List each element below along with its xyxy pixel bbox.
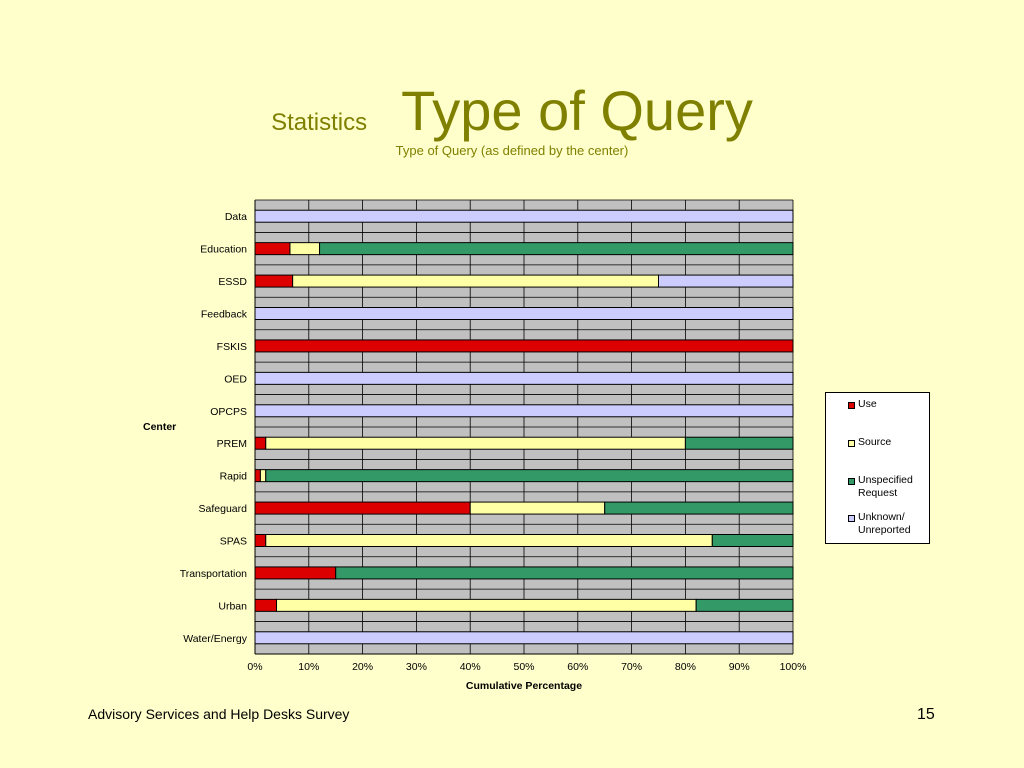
category-label: OED (224, 373, 247, 385)
x-tick-label: 30% (406, 661, 427, 673)
bar-segment (259, 469, 267, 483)
x-axis-title: Cumulative Percentage (466, 680, 582, 692)
bar-segment (711, 534, 794, 547)
legend-item: Unknown/ Unreported (848, 511, 928, 537)
category-label: ESSD (218, 276, 247, 288)
x-tick-label: 0% (247, 661, 262, 673)
bar-segment (254, 598, 278, 612)
bar-segment (254, 371, 794, 385)
bar-segment (292, 274, 659, 288)
bar-segment (254, 209, 794, 223)
x-tick-label: 80% (675, 661, 696, 673)
bar-segment (254, 469, 261, 483)
legend-item: Unspecified Request (848, 474, 928, 500)
x-tick-label: 20% (352, 661, 373, 673)
bar-segment (276, 598, 697, 612)
legend-swatch (848, 402, 855, 409)
category-label: OPCPS (210, 406, 247, 418)
bar-segment (254, 501, 471, 515)
x-tick-label: 90% (729, 661, 750, 673)
bar-segment (658, 274, 794, 288)
bar-segment (335, 566, 794, 580)
x-tick-label: 40% (460, 661, 481, 673)
footer-text: Advisory Services and Help Desks Survey (88, 706, 350, 722)
slide-title-big: Type of Query (401, 79, 753, 142)
legend-item: Source (848, 436, 928, 449)
category-label: Safeguard (199, 503, 248, 515)
slide-title: Statistics Type of Query (0, 78, 1024, 143)
bar-segment (265, 436, 686, 450)
category-label: PREM (217, 438, 247, 450)
chart-subtitle: Type of Query (as defined by the center) (395, 143, 629, 158)
bar-segment (695, 598, 794, 612)
chart-legend: Use Source Unspecified Request Unknown/ Unr… (825, 392, 930, 544)
x-tick-label: 60% (567, 661, 588, 673)
bar-segment (289, 242, 321, 256)
x-tick-label: 10% (298, 661, 319, 673)
category-label: SPAS (220, 536, 247, 548)
x-tick-label: 100% (780, 661, 807, 673)
legend-swatch (848, 478, 855, 485)
bar-segment (254, 339, 794, 353)
bar-segment (254, 436, 267, 450)
page-number: 15 (917, 706, 935, 723)
bar-segment (254, 307, 794, 320)
category-label: Water/Energy (183, 633, 248, 645)
category-label: Urban (218, 600, 247, 612)
legend-swatch (848, 440, 855, 447)
legend-label: Unknown/ Unreported (858, 511, 911, 536)
bar-segment (254, 534, 267, 547)
bar-segment (254, 404, 794, 418)
legend-item: Use (848, 398, 928, 411)
bar-segment (684, 436, 794, 450)
legend-label: Use (858, 398, 877, 410)
x-tick-label: 70% (621, 661, 642, 673)
bar-segment (469, 501, 606, 515)
bar-segment (254, 566, 337, 580)
bar-segment (265, 469, 794, 483)
legend-label: Source (858, 436, 892, 448)
bar-segment (604, 501, 794, 515)
category-label: FSKIS (217, 341, 247, 353)
category-label: Rapid (220, 471, 248, 483)
bar-segment (319, 242, 794, 256)
category-label: Data (225, 211, 247, 223)
bar-segment (254, 242, 291, 256)
bar-segment (254, 274, 294, 288)
category-label: Feedback (201, 309, 248, 321)
slide-title-small: Statistics (271, 109, 368, 136)
legend-label: Unspecified Request (858, 474, 913, 499)
category-label: Education (200, 244, 247, 256)
y-axis-title: Center (143, 421, 176, 433)
bar-segment (265, 534, 713, 547)
legend-swatch (848, 515, 855, 522)
x-tick-label: 50% (513, 661, 534, 673)
category-label: Transportation (180, 568, 247, 580)
bar-segment (254, 631, 794, 645)
